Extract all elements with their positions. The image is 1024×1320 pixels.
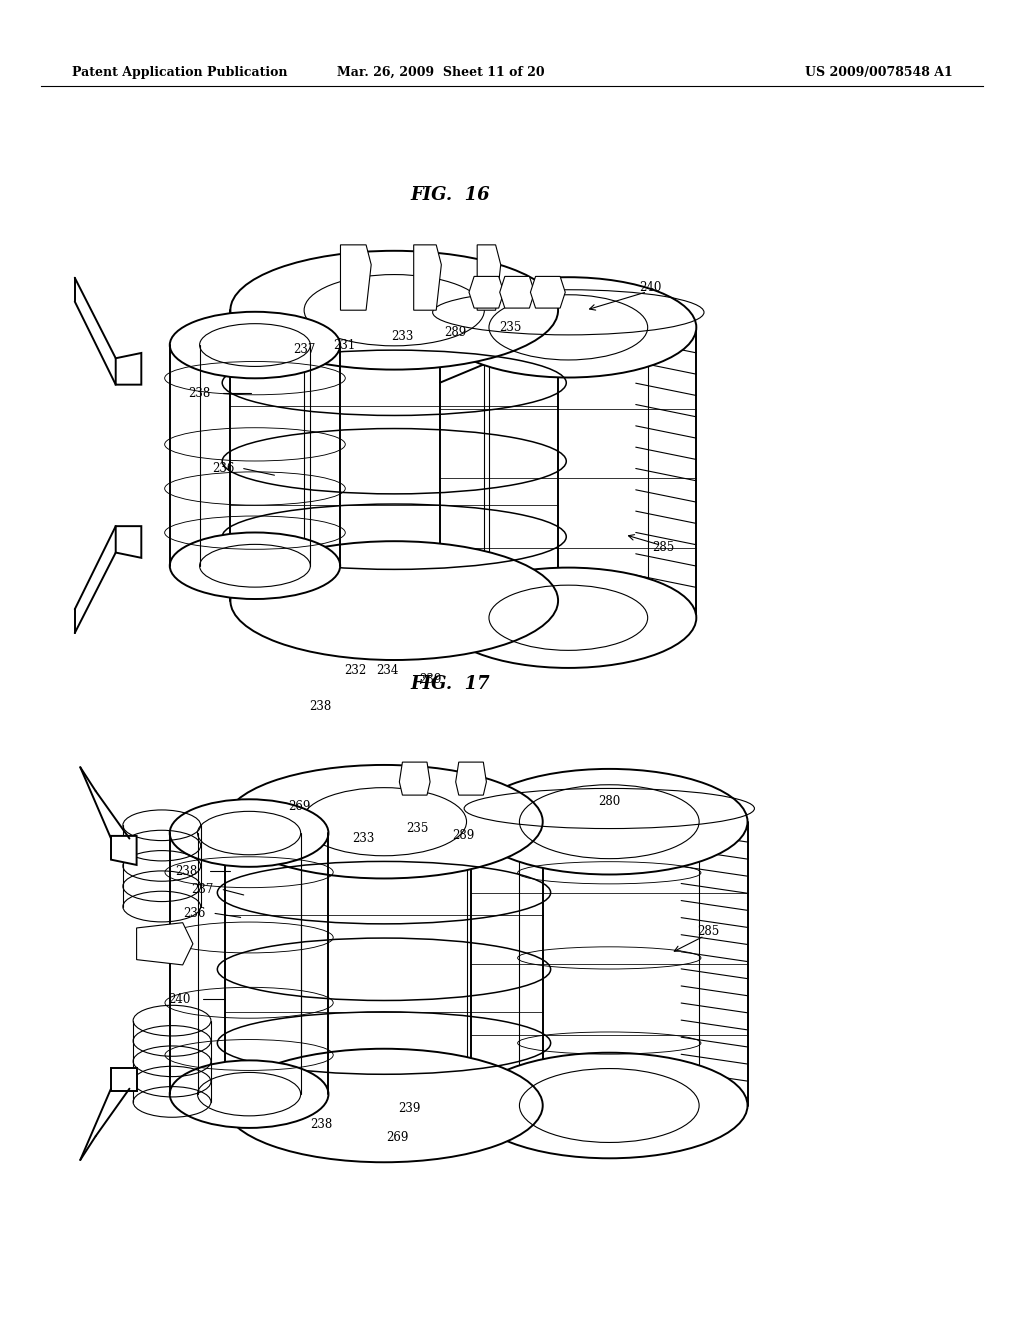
Polygon shape bbox=[456, 762, 486, 795]
Text: 232: 232 bbox=[344, 664, 367, 677]
Text: 238: 238 bbox=[175, 865, 198, 878]
Ellipse shape bbox=[225, 1048, 543, 1163]
Text: FIG.  17: FIG. 17 bbox=[411, 675, 490, 693]
Text: 235: 235 bbox=[407, 822, 429, 836]
Text: 233: 233 bbox=[352, 832, 375, 845]
Ellipse shape bbox=[170, 532, 340, 599]
Text: 234: 234 bbox=[376, 664, 398, 677]
Ellipse shape bbox=[471, 1053, 748, 1159]
Text: 237: 237 bbox=[191, 883, 214, 896]
Ellipse shape bbox=[225, 764, 543, 879]
Text: 239: 239 bbox=[419, 673, 441, 686]
Polygon shape bbox=[340, 244, 372, 310]
Polygon shape bbox=[530, 276, 565, 308]
Polygon shape bbox=[111, 836, 136, 865]
Polygon shape bbox=[399, 762, 430, 795]
Polygon shape bbox=[116, 352, 141, 384]
Text: 285: 285 bbox=[697, 925, 720, 939]
Text: 269: 269 bbox=[386, 1131, 409, 1144]
Polygon shape bbox=[477, 244, 501, 310]
Text: 280: 280 bbox=[598, 795, 621, 808]
Ellipse shape bbox=[440, 277, 696, 378]
Text: 269: 269 bbox=[288, 800, 310, 813]
Polygon shape bbox=[136, 923, 193, 965]
Text: US 2009/0078548 A1: US 2009/0078548 A1 bbox=[805, 66, 952, 79]
Text: 236: 236 bbox=[183, 907, 206, 920]
Ellipse shape bbox=[471, 768, 748, 874]
Polygon shape bbox=[111, 1068, 136, 1092]
Text: 239: 239 bbox=[398, 1102, 421, 1115]
Text: 289: 289 bbox=[444, 326, 467, 339]
Polygon shape bbox=[116, 527, 141, 558]
Text: 233: 233 bbox=[391, 330, 414, 343]
Ellipse shape bbox=[170, 1060, 329, 1127]
Text: 240: 240 bbox=[168, 993, 190, 1006]
Ellipse shape bbox=[230, 541, 558, 660]
Text: 238: 238 bbox=[309, 700, 332, 713]
Polygon shape bbox=[469, 276, 504, 308]
Text: Patent Application Publication: Patent Application Publication bbox=[72, 66, 287, 79]
Text: 235: 235 bbox=[499, 321, 521, 334]
Ellipse shape bbox=[440, 568, 696, 668]
Text: 231: 231 bbox=[333, 339, 355, 352]
Text: Mar. 26, 2009  Sheet 11 of 20: Mar. 26, 2009 Sheet 11 of 20 bbox=[337, 66, 544, 79]
Text: 289: 289 bbox=[452, 829, 474, 842]
Ellipse shape bbox=[230, 251, 558, 370]
Text: 285: 285 bbox=[652, 541, 675, 554]
Text: FIG.  16: FIG. 16 bbox=[411, 186, 490, 205]
Text: 236: 236 bbox=[212, 462, 234, 475]
Ellipse shape bbox=[170, 312, 340, 379]
Text: 238: 238 bbox=[188, 387, 211, 400]
Ellipse shape bbox=[170, 800, 329, 867]
Text: 237: 237 bbox=[293, 343, 315, 356]
Polygon shape bbox=[500, 276, 535, 308]
Text: 238: 238 bbox=[310, 1118, 333, 1131]
Text: 240: 240 bbox=[639, 281, 662, 294]
Polygon shape bbox=[414, 244, 441, 310]
